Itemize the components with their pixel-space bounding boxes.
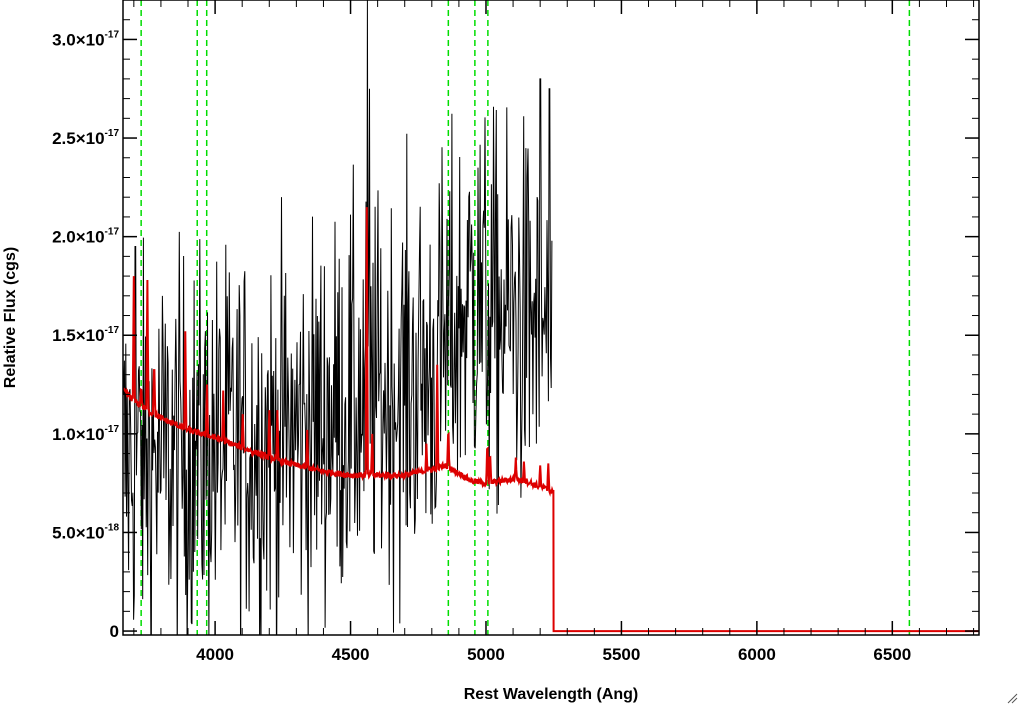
x-tick-label: 4500 xyxy=(332,645,370,664)
label-layer: 4000 4500 5000 5500 6000 6500 0 5.0×10-18 1.0×10… xyxy=(52,29,911,664)
series-layer xyxy=(123,0,979,635)
reference-lines xyxy=(140,0,911,635)
y-tick-label: 2.5×10-17 xyxy=(52,128,119,148)
x-tick-label: 5500 xyxy=(603,645,641,664)
y-tick-label: 0 xyxy=(110,622,119,641)
y-tick-label: 3.0×10-17 xyxy=(52,29,119,49)
series-line-observed xyxy=(123,0,553,635)
plot-frame xyxy=(122,0,980,636)
y-tick-label: 1.0×10-17 xyxy=(52,424,119,444)
y-tick-label: 2.0×10-17 xyxy=(52,227,119,247)
x-tick-label: 5000 xyxy=(467,645,505,664)
y-axis-label: Relative Flux (cgs) xyxy=(2,247,19,388)
resize-grip-icon[interactable] xyxy=(1006,692,1018,704)
series-line-model xyxy=(123,207,979,633)
x-axis-label: Rest Wavelength (Ang) xyxy=(464,686,639,703)
x-tick-label: 4000 xyxy=(196,645,234,664)
x-tick-label: 6500 xyxy=(873,645,911,664)
y-tick-label: 5.0×10-18 xyxy=(52,522,119,542)
x-tick-label: 6000 xyxy=(738,645,776,664)
y-tick-label: 1.5×10-17 xyxy=(52,325,119,345)
tick-layer xyxy=(123,0,979,635)
